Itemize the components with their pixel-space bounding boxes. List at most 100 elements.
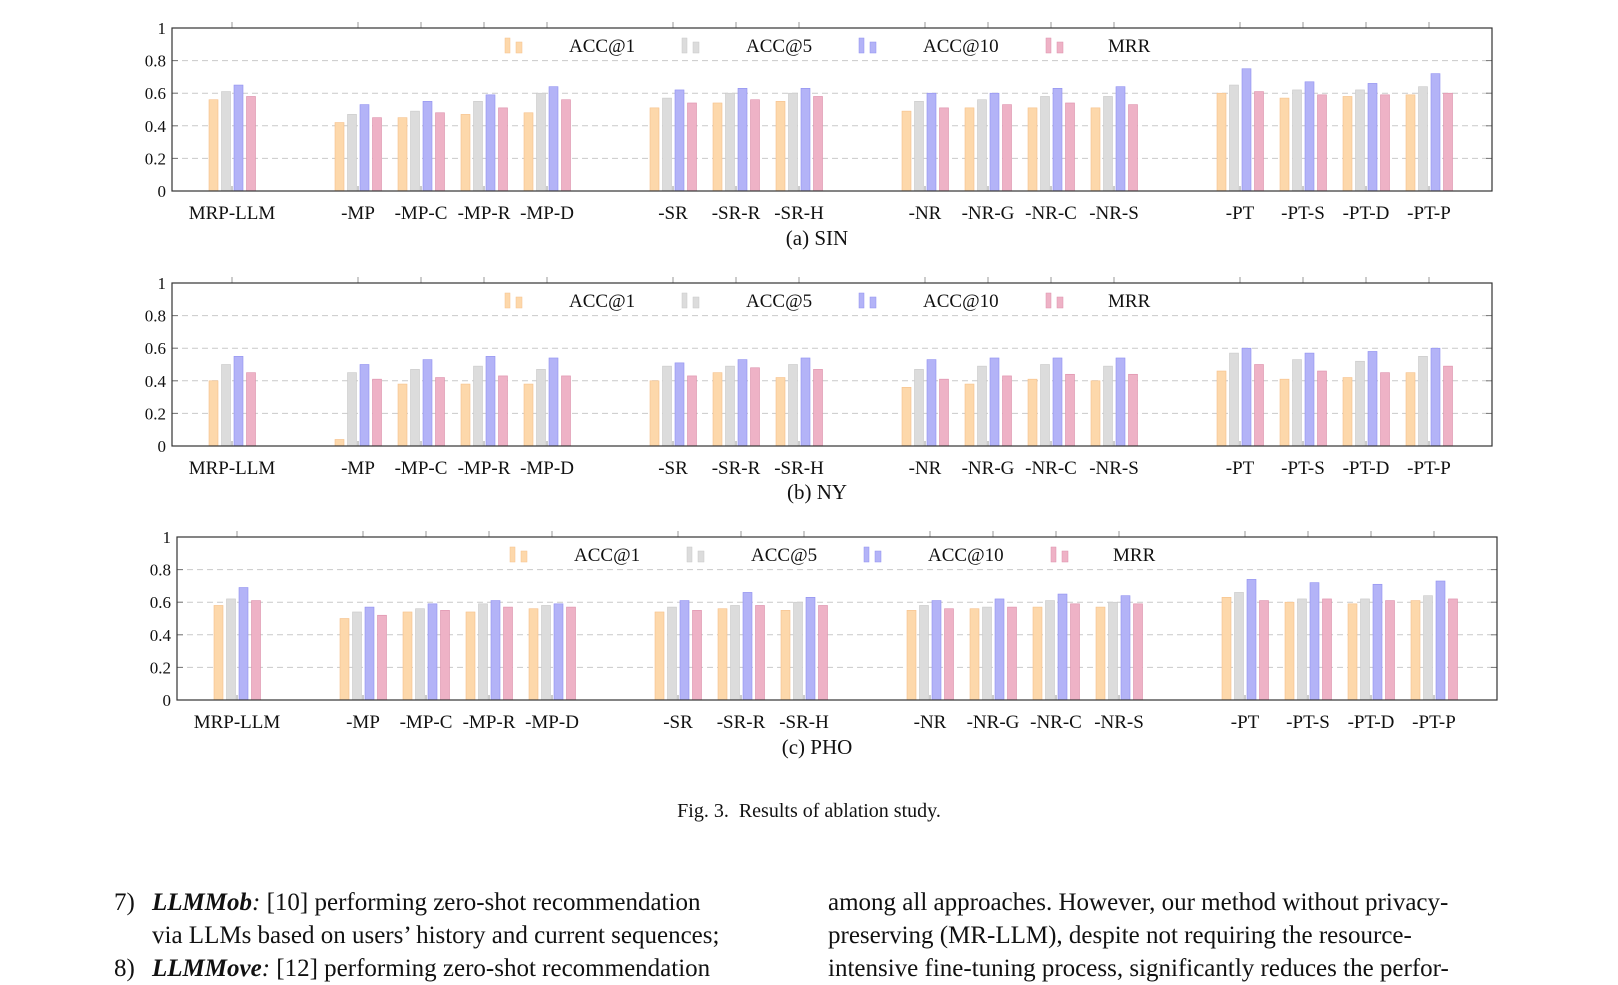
bar-acc-at-1 [775,101,786,192]
bar-acc-at-1 [1284,601,1295,701]
bar-acc-at-5 [473,365,483,447]
term-colon: : [252,889,261,916]
legend-label: MRR [1108,291,1151,312]
bar-acc-at-1 [397,117,408,192]
bar-mrr [939,107,949,192]
bar-mrr [750,367,760,447]
x-tick-label: MRP-LLM [189,203,276,224]
bar-acc-at-10 [1372,583,1383,701]
figure-caption-label: Fig. 3. [677,800,729,822]
y-tick-label: 1 [163,528,172,547]
bar-mrr [1380,372,1390,447]
x-tick-label: -NR [909,458,942,479]
bar-acc-at-5 [1360,598,1370,701]
legend-label: ACC@5 [746,291,812,312]
list-item-7: 7) LLMMob: [10] performing zero-shot rec… [114,886,794,919]
legend-swatch [515,296,523,309]
left-column-text: 7) LLMMob: [10] performing zero-shot rec… [114,886,794,985]
legend-swatch [1056,41,1064,54]
bar-acc-at-5 [478,603,488,701]
method-description: [10] performing zero-shot recommendation [260,889,701,916]
bar-mrr [246,372,256,447]
bar-acc-at-5 [1418,356,1428,447]
bar-acc-at-10 [926,359,937,447]
y-tick-label: 0.2 [145,149,166,168]
bar-acc-at-5 [1234,592,1244,701]
x-tick-label: -MP [341,203,375,224]
bar-mrr [1002,104,1012,192]
bar-acc-at-10 [1304,81,1315,192]
bar-acc-at-10 [422,101,433,192]
legend-swatch [692,296,700,309]
legend-swatch [686,546,693,563]
bar-acc-at-1 [649,107,660,192]
x-tick-label: -NR-G [962,458,1015,479]
y-tick-label: 0.8 [150,561,171,580]
legend-swatch [1061,550,1069,563]
legend-swatch [692,41,700,54]
bar-acc-at-5 [788,364,798,447]
bar-acc-at-1 [1095,606,1106,701]
legend-swatch [869,41,877,54]
bar-acc-at-1 [213,605,224,701]
bar-mrr [687,102,697,192]
bar-acc-at-10 [548,86,559,192]
x-tick-label: -PT [1231,712,1260,733]
bar-mrr [566,606,576,701]
y-tick-label: 0 [163,691,172,710]
bar-acc-at-1 [1027,378,1038,447]
legend-label: MRR [1108,36,1151,57]
x-tick-label: -MP-C [400,712,453,733]
bar-acc-at-10 [1052,357,1063,447]
bar-acc-at-1 [528,608,539,701]
y-tick-label: 0.6 [145,339,166,358]
x-tick-label: -SR-R [712,203,761,224]
bar-acc-at-1 [1090,380,1101,447]
bar-acc-at-10 [737,88,748,192]
x-tick-label: MRP-LLM [194,712,281,733]
chart-panel-1: 0 0.2 0.4 0.6 0.8 1 MRP-LLM -MP -MP-C -MP-R -MP-D -… [145,19,1493,250]
subfigure-caption: (c) PHO [782,735,853,759]
y-tick-label: 0.4 [150,626,172,645]
bar-acc-at-5 [914,369,924,447]
x-tick-label: -PT-P [1412,712,1456,733]
bar-acc-at-10 [1246,579,1257,701]
bar-mrr [440,610,450,701]
x-tick-label: -PT-D [1348,712,1395,733]
bar-acc-at-10 [233,356,244,447]
x-tick-label: -MP-R [458,203,511,224]
bar-acc-at-5 [1292,359,1302,447]
bar-acc-at-1 [964,383,975,447]
bar-mrr [1380,94,1390,192]
x-tick-label: -MP-D [520,203,574,224]
bar-acc-at-10 [926,92,937,192]
bar-mrr [1317,94,1327,192]
bar-acc-at-5 [662,365,672,447]
bar-mrr [939,378,949,447]
y-tick-label: 0 [158,437,167,456]
bar-acc-at-5 [914,101,924,192]
subfigure-caption: (b) NY [787,480,847,504]
bar-acc-at-5 [347,372,357,447]
y-tick-label: 0.4 [145,117,167,136]
bar-acc-at-10 [1115,357,1126,447]
bar-acc-at-1 [460,114,471,192]
bar-acc-at-1 [402,611,413,701]
bar-mrr [498,375,508,447]
plot-frame [171,282,1493,447]
bar-acc-at-10 [1057,593,1068,701]
y-tick-label: 1 [158,274,167,293]
bar-acc-at-10 [422,359,433,447]
list-number: 7) [114,889,135,916]
bar-acc-at-10 [989,92,1000,192]
bar-acc-at-1 [1216,370,1227,447]
bar-acc-at-5 [788,92,798,192]
bar-mrr [372,117,382,192]
bar-acc-at-5 [536,369,546,447]
bar-acc-at-10 [1304,352,1315,447]
bar-mrr [1065,102,1075,192]
legend-swatch [515,41,523,54]
bar-acc-at-10 [485,356,496,447]
bar-acc-at-10 [548,357,559,447]
